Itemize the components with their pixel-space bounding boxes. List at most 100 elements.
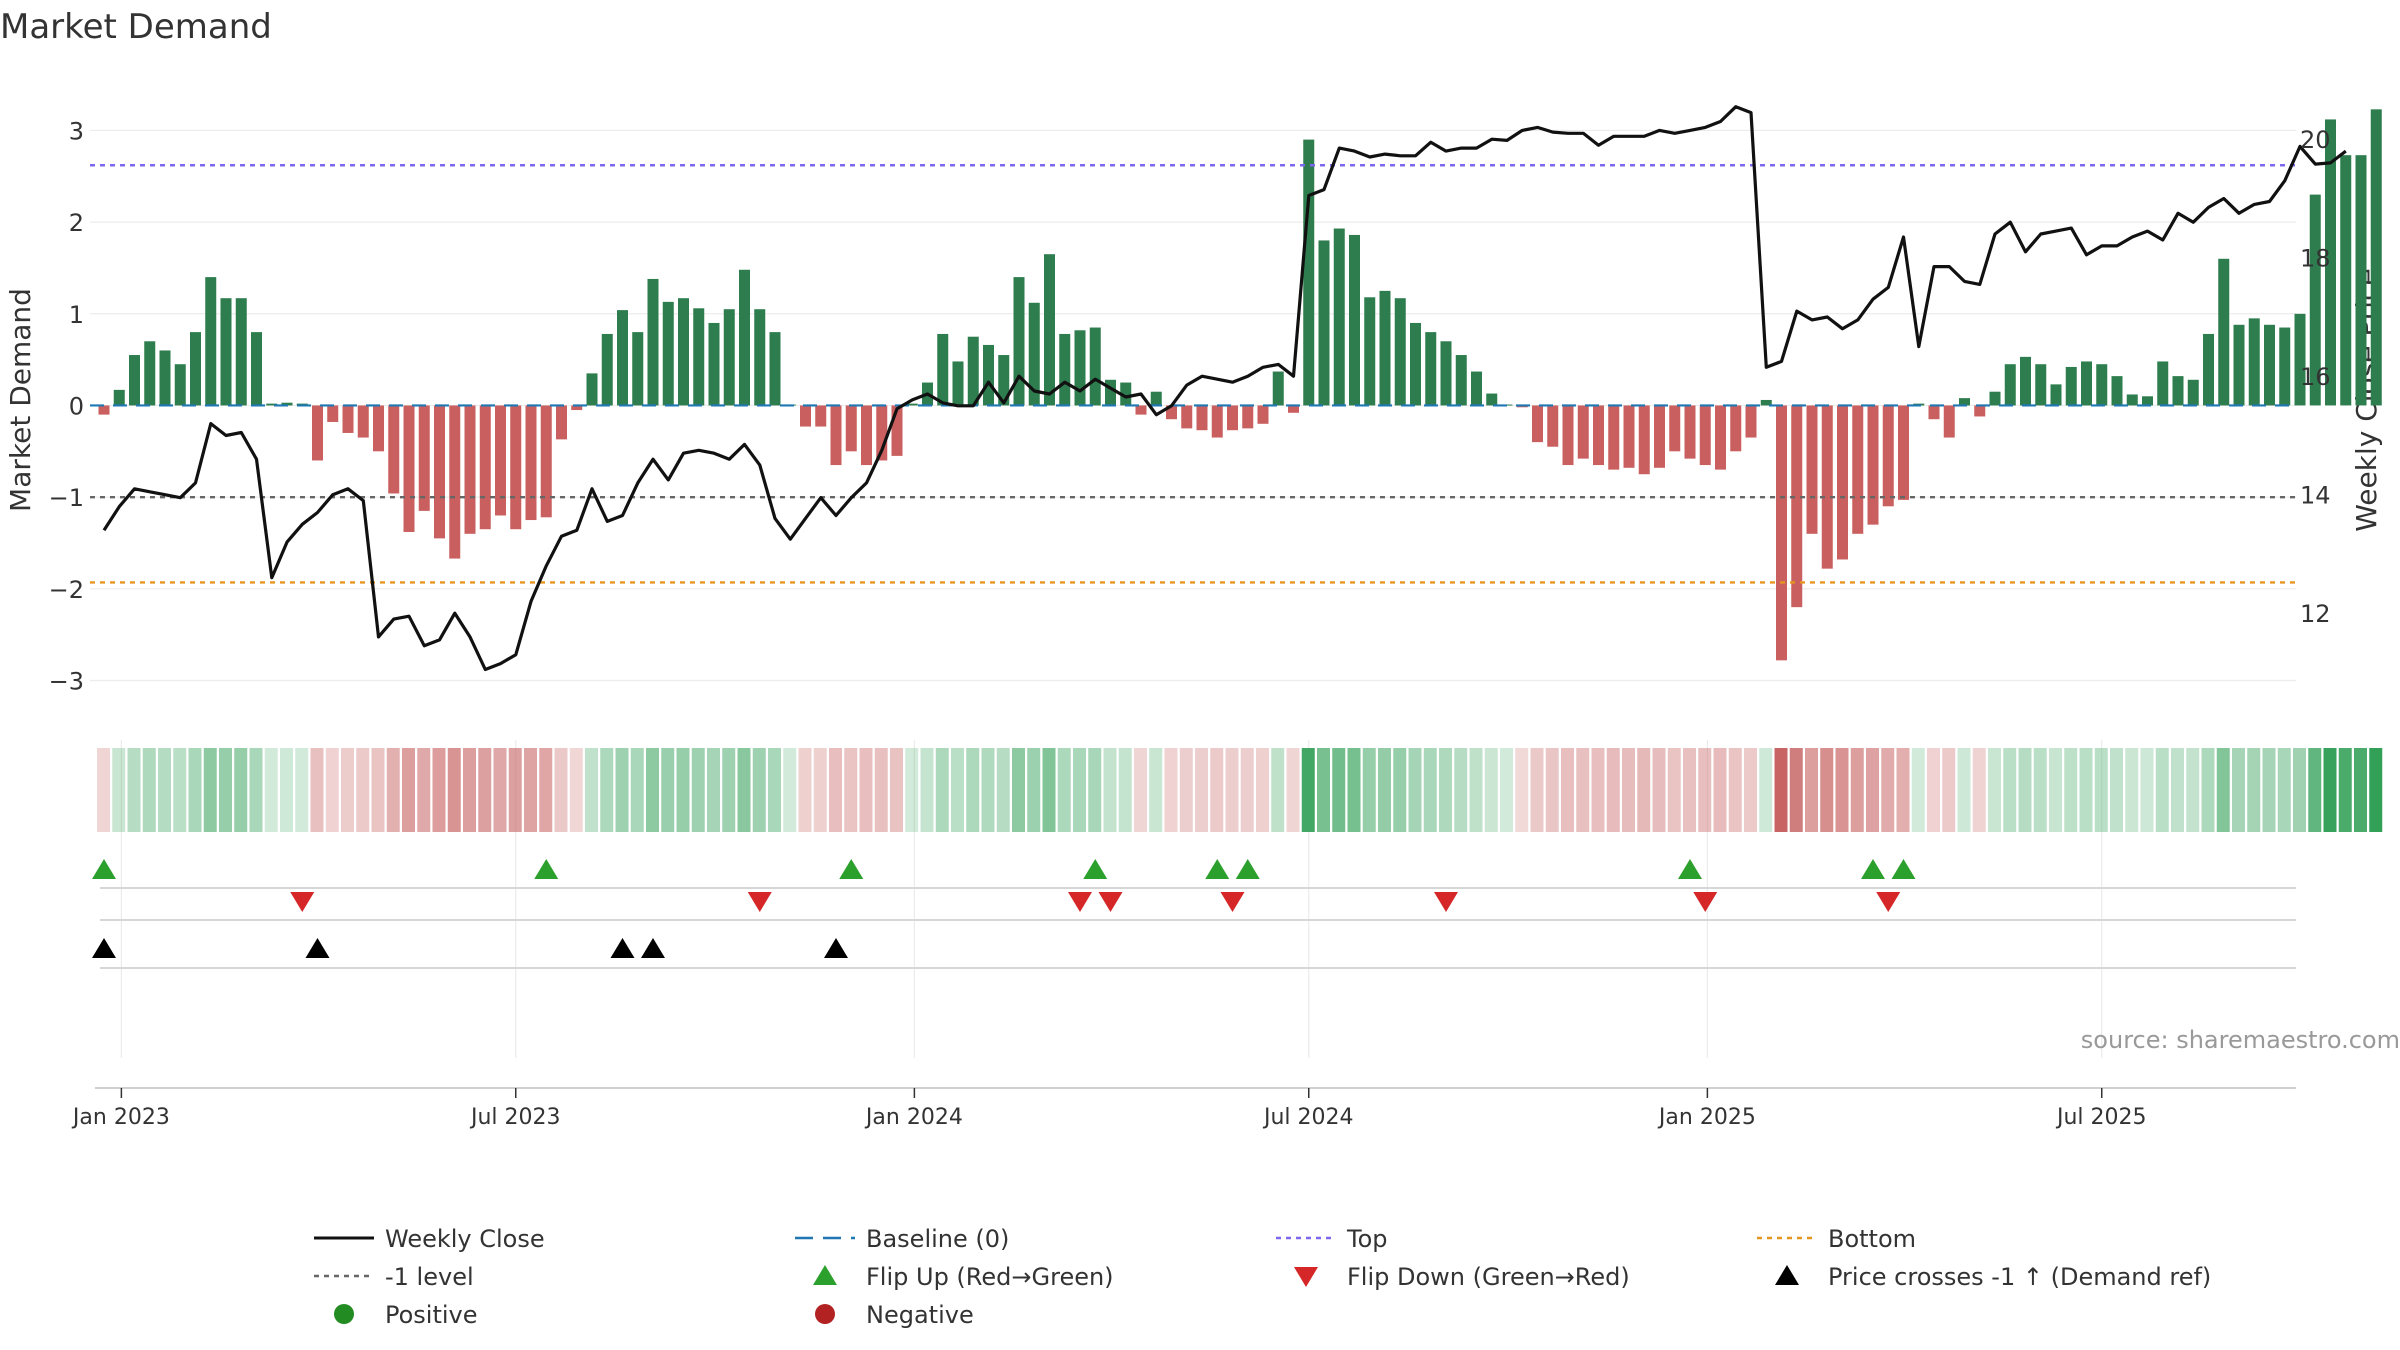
flip-up-marker: [1083, 859, 1108, 879]
heat-cell: [2049, 748, 2062, 832]
demand-bar: [2157, 361, 2169, 406]
demand-heat-strip: [97, 748, 2383, 832]
y-right-tick-label: 20: [2300, 126, 2331, 154]
flip-up-marker: [92, 859, 116, 879]
heat-cell: [2171, 748, 2184, 832]
heat-cell: [402, 748, 415, 832]
y-tick-labels: 3 2 1 0 −1 −2 −3 20 18 16 14 12: [49, 117, 2331, 695]
heat-cell: [325, 748, 339, 832]
heat-cell: [844, 748, 858, 832]
demand-bar: [1730, 405, 1742, 452]
heat-cell: [1881, 748, 1895, 832]
heat-cell: [859, 748, 873, 832]
demand-bar: [1089, 327, 1101, 406]
x-axis: Jan 2023 Jul 2023 Jan 2024 Jul 2024 Jan 2025…: [71, 1087, 2296, 1130]
demand-bar: [1013, 277, 1025, 406]
heat-cell: [310, 748, 324, 832]
heat-cell: [2079, 748, 2093, 832]
heat-cell: [142, 748, 156, 832]
demand-bar: [1577, 405, 1589, 459]
demand-bar: [113, 389, 125, 406]
heat-cell: [1530, 748, 1544, 832]
demand-bar: [235, 298, 247, 406]
demand-bar: [1532, 405, 1543, 443]
heat-cell: [874, 748, 888, 832]
y-left-tick-label: −1: [49, 484, 84, 512]
legend-label: Top: [1346, 1225, 1388, 1253]
flip-down-marker: [1693, 892, 1718, 912]
heat-cell: [966, 748, 980, 832]
demand-bar: [2142, 396, 2153, 406]
heat-cell: [2186, 748, 2200, 832]
demand-bar: [708, 322, 720, 406]
heat-cell: [1866, 748, 1879, 832]
heat-cell: [1347, 748, 1361, 832]
flip-down-marker: [1434, 892, 1458, 912]
demand-bar: [510, 405, 522, 530]
heat-cell: [1271, 748, 1285, 832]
demand-bar: [617, 310, 628, 406]
heat-cell: [1515, 748, 1529, 832]
heat-cell: [951, 748, 964, 832]
demand-bar: [1989, 391, 2001, 406]
heat-cell: [1073, 748, 1086, 832]
heat-cell: [1179, 748, 1193, 832]
demand-bar: [601, 333, 613, 406]
demand-bar: [2035, 364, 2047, 406]
heat-cell: [173, 748, 187, 832]
heat-cell: [1088, 748, 1102, 832]
demand-bar: [2264, 324, 2275, 406]
demand-bar: [266, 403, 278, 406]
heat-cell: [707, 748, 720, 832]
heat-cell: [188, 748, 202, 832]
heat-cell: [1378, 748, 1391, 832]
demand-bar: [449, 405, 461, 559]
demand-bar: [388, 405, 400, 494]
heat-cell: [493, 748, 507, 832]
heat-cell: [935, 748, 949, 832]
heat-cell: [1728, 748, 1742, 832]
heat-cell: [1774, 748, 1788, 832]
heat-cell: [1454, 748, 1468, 832]
demand-bar: [876, 405, 888, 461]
heat-cell: [1667, 748, 1681, 832]
heat-cell: [203, 748, 217, 832]
heat-cell: [1850, 748, 1864, 832]
demand-bar: [830, 405, 842, 466]
heat-cell: [219, 748, 232, 832]
demand-bar: [1196, 405, 1208, 431]
heat-cell: [1591, 748, 1605, 832]
heat-cell: [1057, 748, 1071, 832]
heat-cell: [615, 748, 629, 832]
demand-bar: [937, 333, 949, 406]
demand-bar: [403, 405, 415, 532]
demand-bar: [1974, 405, 1986, 417]
legend-swatch: [334, 1304, 354, 1324]
demand-bar: [159, 350, 171, 406]
demand-bar: [2355, 155, 2367, 406]
heat-cell: [158, 748, 171, 832]
demand-bar: [2325, 119, 2336, 406]
heat-cell: [1195, 748, 1208, 832]
legend-label: Bottom: [1828, 1225, 1916, 1253]
flip-up-marker: [534, 859, 559, 879]
demand-bar: [1623, 405, 1635, 468]
heat-cell: [1652, 748, 1666, 832]
heat-cell: [1469, 748, 1483, 832]
demand-bar: [540, 405, 552, 518]
heat-cell: [371, 748, 385, 832]
demand-bar: [1410, 322, 1421, 406]
heat-cell: [1911, 748, 1925, 832]
demand-bar: [769, 332, 781, 406]
demand-bar: [1898, 405, 1909, 500]
x-tick-label: Jul 2023: [469, 1105, 561, 1130]
demand-bar: [1959, 398, 1970, 406]
y-axis-left-label: Market Demand: [4, 288, 37, 512]
demand-bar: [1044, 254, 1055, 406]
heat-cell: [1256, 748, 1269, 832]
demand-bar: [967, 336, 979, 406]
heat-cell: [280, 748, 293, 832]
demand-bar: [693, 308, 705, 406]
demand-bar: [98, 405, 110, 415]
